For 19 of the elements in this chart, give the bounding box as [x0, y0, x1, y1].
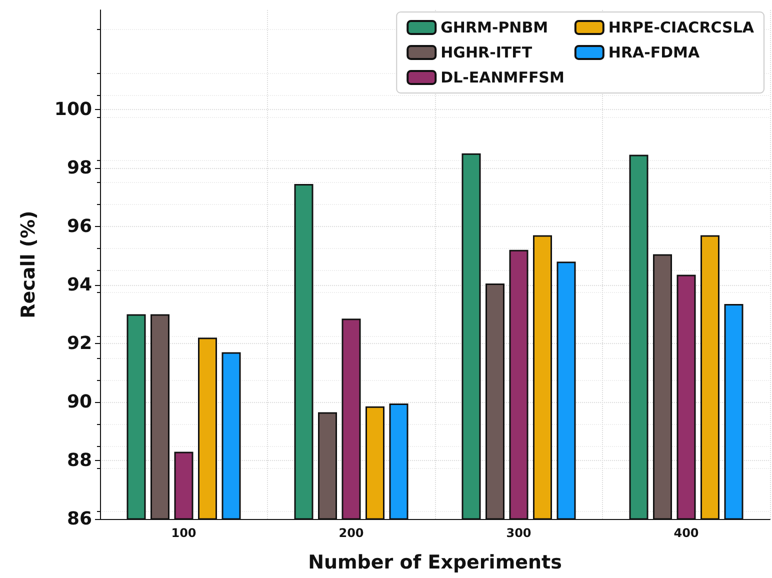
y-tick-label: 100	[54, 98, 92, 120]
x-tick-label: 200	[338, 526, 364, 540]
y-tick-label: 98	[66, 157, 92, 178]
legend-label: HRA-FDMA	[608, 44, 700, 62]
y-tick-label: 88	[66, 450, 92, 471]
y-tick-label: 94	[66, 274, 92, 296]
y-tick-label: 90	[66, 391, 92, 412]
x-tick-label: 400	[674, 526, 699, 540]
legend-label: HGHR-ITFT	[440, 44, 533, 62]
y-axis-title: Recall (%)	[18, 210, 40, 318]
legend-label: GHRM-PNBM	[440, 18, 548, 36]
y-tick-label: 96	[66, 216, 92, 237]
legend-label: DL-EANMFFSM	[440, 68, 564, 86]
y-tick-label: 92	[66, 332, 92, 354]
x-axis-title: Number of Experiments	[308, 552, 562, 574]
y-tick-label: 86	[66, 508, 92, 530]
x-tick-label: 100	[171, 526, 196, 540]
legend-label: HRPE-CIACRCSLA	[608, 18, 754, 36]
x-tick-label: 300	[506, 526, 532, 540]
